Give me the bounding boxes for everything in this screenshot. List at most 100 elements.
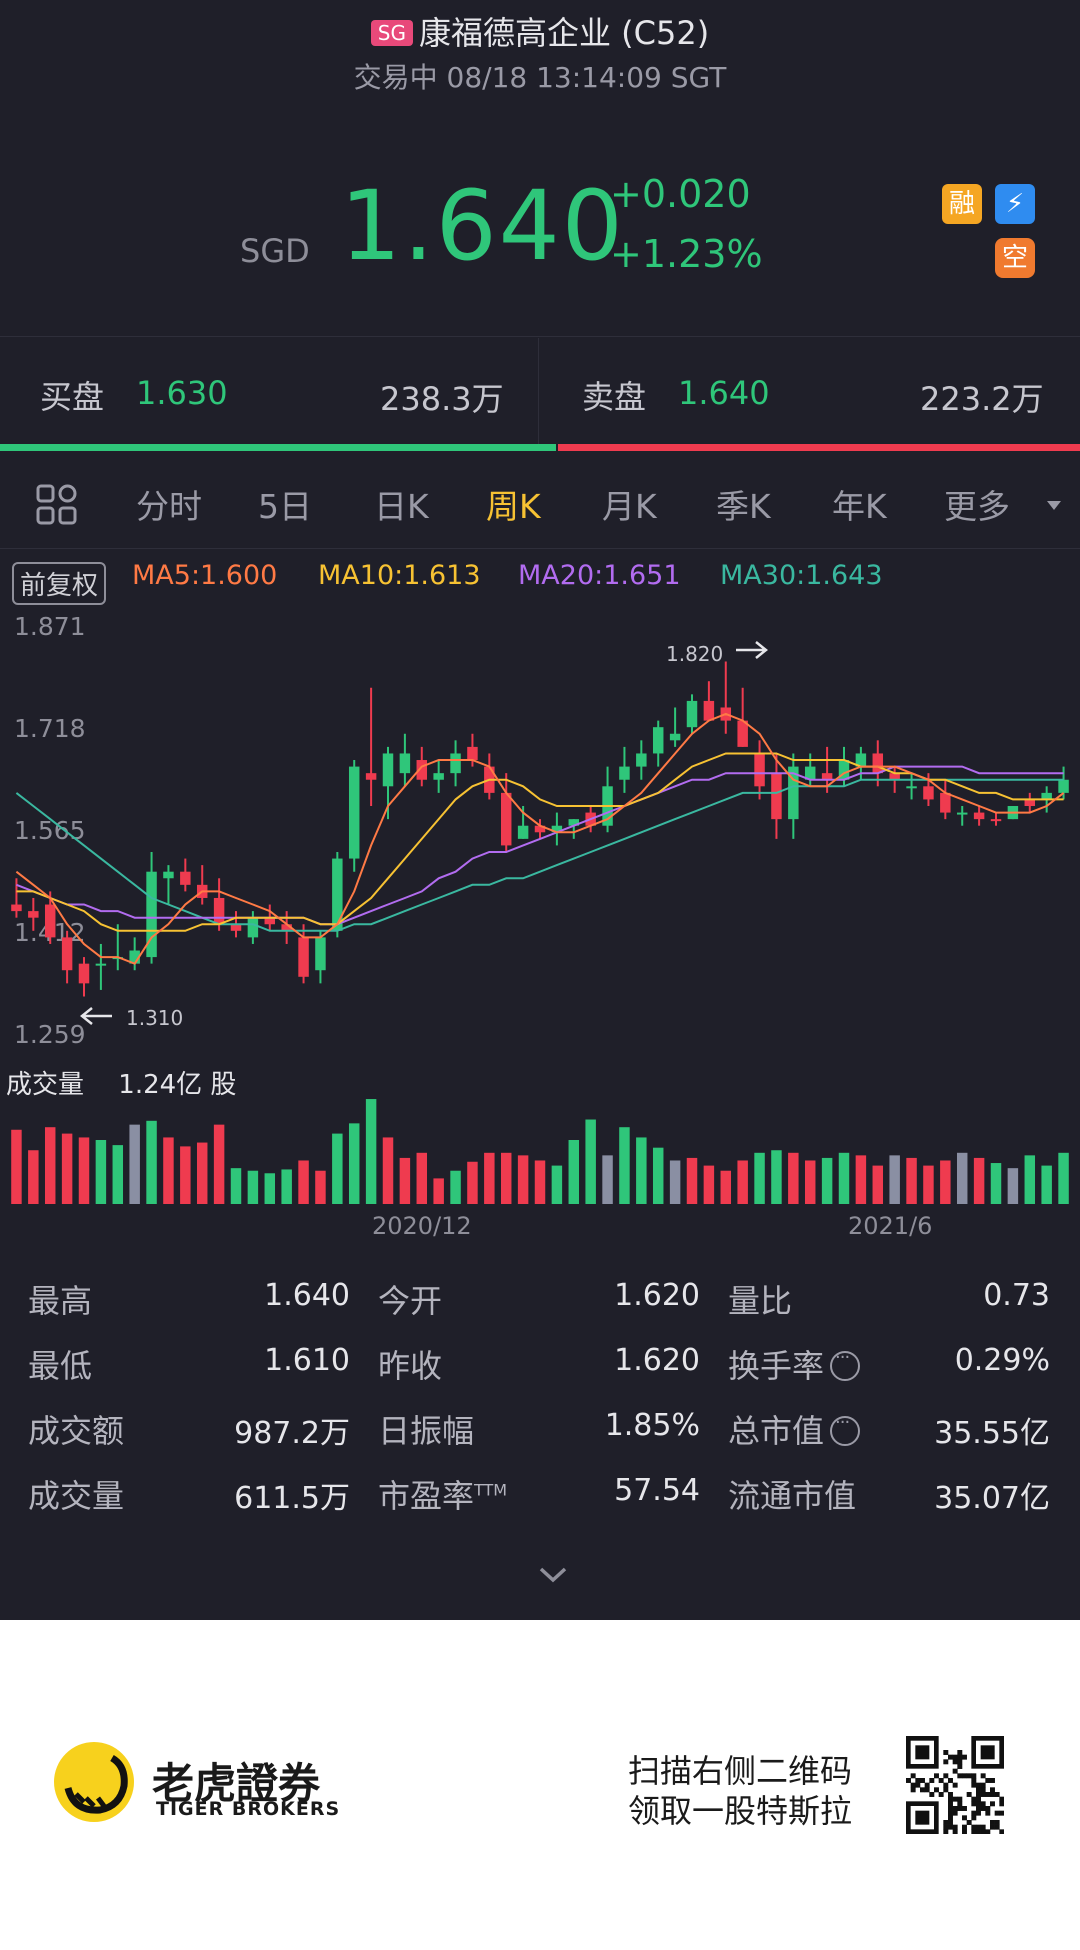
stat-value: 0.73: [983, 1278, 1050, 1313]
qr-module: [980, 1801, 986, 1807]
candle-body: [990, 819, 1002, 822]
volume-bar: [990, 1163, 1002, 1204]
stat-label-text: 量比: [728, 1282, 793, 1320]
qr-module: [976, 1782, 981, 1788]
candle-body: [332, 858, 343, 931]
candlestick-chart[interactable]: [0, 600, 1080, 1260]
stat-label: 今开: [378, 1276, 442, 1322]
qr-module: [990, 1824, 995, 1830]
tab-monthly-k[interactable]: 月K: [602, 487, 657, 526]
divider: [0, 336, 1080, 337]
volume-bar: [1041, 1165, 1052, 1204]
short-tag-icon[interactable]: 空: [995, 238, 1035, 278]
stat-label-text: 总市值: [728, 1412, 825, 1450]
qr-module: [971, 1829, 977, 1834]
tab-daily-k[interactable]: 日K: [374, 487, 429, 526]
chevron-down-icon[interactable]: [1046, 500, 1062, 512]
qr-module: [934, 1787, 939, 1793]
tab-intraday[interactable]: 分时: [136, 487, 202, 526]
tab-more[interactable]: 更多: [944, 487, 1010, 526]
qr-module: [985, 1792, 991, 1797]
volume-bar: [551, 1165, 563, 1204]
stat-value: 57.54: [614, 1473, 700, 1508]
candle-body: [568, 819, 580, 826]
candle-body: [11, 904, 22, 912]
volume-bar: [669, 1160, 681, 1204]
qr-module: [980, 1773, 986, 1779]
volume-bar: [196, 1142, 208, 1204]
candle-body: [61, 937, 73, 971]
candle-body: [365, 773, 377, 780]
qr-module: [966, 1773, 972, 1779]
qr-module: [952, 1768, 958, 1774]
qr-module: [957, 1806, 963, 1811]
qr-module: [999, 1796, 1004, 1802]
qr-module: [910, 1787, 916, 1793]
stat-label-superscript: TTM: [474, 1480, 508, 1500]
price-adjust-selector[interactable]: 前复权: [12, 562, 107, 605]
qr-module: [976, 1801, 981, 1807]
volume-bar: [619, 1127, 630, 1204]
margin-tag-icon[interactable]: 融: [942, 184, 982, 224]
candle-body: [923, 786, 934, 800]
qr-module: [948, 1820, 953, 1825]
volume-bar: [940, 1160, 951, 1204]
volume-label: 成交量 1.24亿 股: [6, 1064, 236, 1101]
qr-module: [980, 1792, 986, 1797]
stat-label-text: 换手率: [728, 1347, 825, 1385]
qr-finder: [915, 1745, 930, 1760]
qr-module: [910, 1773, 916, 1779]
volume-bar: [95, 1140, 107, 1204]
qr-module: [962, 1824, 967, 1830]
ma20-line: [16, 765, 1064, 926]
volume-bar: [78, 1137, 90, 1204]
volume-bar: [365, 1099, 377, 1204]
qr-module: [962, 1815, 967, 1821]
stat-label: 成交额: [28, 1406, 124, 1452]
lightning-tag-icon[interactable]: ⚡: [995, 184, 1035, 224]
volume-bar: [264, 1173, 276, 1204]
volume-bar: [11, 1129, 22, 1204]
qr-module: [915, 1778, 921, 1783]
qr-module: [948, 1806, 953, 1811]
stat-label: 日振幅: [378, 1406, 474, 1452]
volume-bar: [315, 1170, 326, 1204]
qr-module: [962, 1829, 967, 1834]
tab-quarterly-k[interactable]: 季K: [716, 487, 771, 526]
trading-status: 交易中 08/18 13:14:09 SGT: [353, 61, 727, 94]
stock-title: SG 康福德高企业 (C52): [0, 8, 1080, 54]
qr-module: [980, 1787, 986, 1793]
stat-label-text: 市盈率: [378, 1477, 475, 1515]
tab-5day[interactable]: 5日: [258, 487, 312, 526]
qr-module: [994, 1820, 1000, 1825]
volume-bar: [213, 1124, 225, 1204]
period-tabs: 分时 5日 日K 周K 月K 季K 年K 更多: [0, 470, 1080, 540]
qr-module: [971, 1778, 977, 1783]
volume-bar: [923, 1165, 934, 1204]
layout-grid-icon[interactable]: [36, 484, 78, 526]
info-icon[interactable]: [830, 1412, 861, 1446]
chevron-down-icon[interactable]: [538, 1566, 568, 1584]
candle-body: [264, 917, 276, 925]
qr-module: [906, 1778, 911, 1783]
qr-module: [957, 1750, 963, 1755]
qr-module: [957, 1796, 963, 1802]
qr-module: [948, 1815, 953, 1821]
qr-module: [948, 1824, 953, 1830]
stat-label-text: 最低: [28, 1347, 93, 1385]
volume-bar: [788, 1152, 799, 1204]
y-tick-label: 1.718: [14, 714, 86, 743]
qr-module: [980, 1829, 986, 1834]
candle-body: [1058, 779, 1069, 793]
volume-title: 成交量: [6, 1070, 85, 1100]
candle-body: [180, 871, 191, 885]
qr-module: [962, 1754, 967, 1760]
tab-weekly-k[interactable]: 周K: [486, 487, 541, 526]
qr-module: [948, 1792, 953, 1797]
stat-value: 1.610: [264, 1343, 350, 1378]
candle-body: [298, 937, 309, 977]
tab-yearly-k[interactable]: 年K: [832, 487, 887, 526]
x-axis-label: 2021/6: [848, 1212, 933, 1240]
info-icon[interactable]: [830, 1347, 861, 1381]
qr-module: [971, 1796, 977, 1802]
